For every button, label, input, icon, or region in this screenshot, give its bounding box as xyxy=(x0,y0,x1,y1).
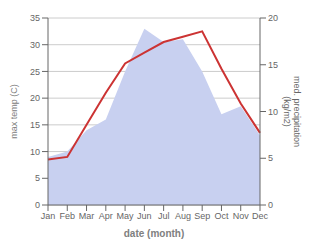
svg-text:Apr: Apr xyxy=(99,211,113,221)
svg-text:5: 5 xyxy=(268,153,273,163)
svg-text:Feb: Feb xyxy=(60,211,76,221)
svg-text:max temp (C): max temp (C) xyxy=(9,84,19,139)
svg-text:Jul: Jul xyxy=(158,211,170,221)
svg-text:20: 20 xyxy=(30,93,40,103)
svg-text:Sep: Sep xyxy=(194,211,210,221)
svg-text:10: 10 xyxy=(30,147,40,157)
svg-text:Aug: Aug xyxy=(175,211,191,221)
svg-text:30: 30 xyxy=(30,40,40,50)
svg-text:Nov: Nov xyxy=(233,211,250,221)
svg-text:med. precipitation(kg/m2): med. precipitation(kg/m2) xyxy=(282,76,302,147)
svg-text:Jan: Jan xyxy=(41,211,56,221)
svg-text:date (month): date (month) xyxy=(124,228,185,239)
svg-text:5: 5 xyxy=(35,173,40,183)
svg-text:Mar: Mar xyxy=(79,211,95,221)
svg-text:0: 0 xyxy=(268,200,273,210)
svg-text:Oct: Oct xyxy=(214,211,229,221)
svg-text:35: 35 xyxy=(30,13,40,23)
svg-text:15: 15 xyxy=(30,120,40,130)
svg-text:15: 15 xyxy=(268,60,278,70)
svg-text:10: 10 xyxy=(268,107,278,117)
svg-text:May: May xyxy=(117,211,135,221)
svg-text:20: 20 xyxy=(268,13,278,23)
svg-text:0: 0 xyxy=(35,200,40,210)
svg-text:25: 25 xyxy=(30,67,40,77)
svg-text:Jun: Jun xyxy=(137,211,152,221)
svg-text:Dec: Dec xyxy=(252,211,269,221)
